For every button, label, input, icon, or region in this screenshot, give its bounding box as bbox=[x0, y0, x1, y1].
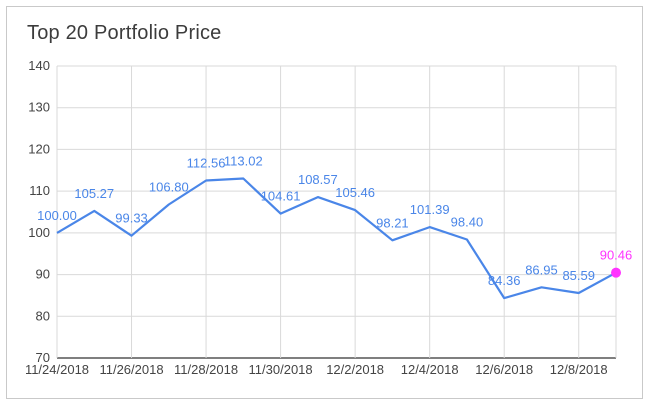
data-label: 105.46 bbox=[335, 185, 375, 200]
x-tick-label: 11/28/2018 bbox=[174, 362, 238, 377]
y-tick-label: 90 bbox=[36, 267, 50, 282]
data-label: 113.02 bbox=[224, 154, 263, 169]
data-label: 112.56 bbox=[187, 155, 226, 170]
data-label: 84.36 bbox=[488, 273, 521, 288]
x-tick-label: 12/2/2018 bbox=[326, 362, 384, 377]
data-label: 108.57 bbox=[298, 172, 338, 187]
x-tick-label: 12/8/2018 bbox=[550, 362, 608, 377]
x-tick-label: 11/24/2018 bbox=[25, 362, 89, 377]
y-tick-label: 120 bbox=[28, 141, 50, 156]
chart-card bbox=[6, 6, 643, 399]
x-tick-label: 11/26/2018 bbox=[99, 362, 163, 377]
y-tick-label: 100 bbox=[28, 225, 50, 240]
y-tick-label: 130 bbox=[28, 100, 50, 115]
data-point-highlight bbox=[611, 267, 621, 278]
x-tick-label: 12/4/2018 bbox=[401, 362, 459, 377]
data-label: 105.27 bbox=[74, 186, 114, 201]
series-line bbox=[56, 177, 621, 300]
data-label: 86.95 bbox=[525, 262, 558, 277]
data-label: 100.00 bbox=[37, 208, 77, 223]
y-tick-label: 140 bbox=[28, 58, 50, 73]
chart-title: Top 20 Portfolio Price bbox=[27, 22, 222, 44]
y-axis: 70 80 90 100 110 120 130 140 bbox=[28, 58, 50, 365]
data-label: 106.80 bbox=[149, 179, 189, 194]
data-label: 99.33 bbox=[115, 211, 148, 226]
data-label: 101.39 bbox=[410, 202, 450, 217]
y-tick-label: 70 bbox=[36, 350, 50, 365]
series-polyline bbox=[56, 177, 617, 300]
y-tick-label: 80 bbox=[36, 308, 50, 323]
data-label: 98.40 bbox=[451, 215, 484, 230]
data-label: 104.61 bbox=[261, 189, 301, 204]
x-tick-label: 11/30/2018 bbox=[249, 362, 313, 377]
x-axis: 11/24/2018 11/26/2018 11/28/2018 11/30/2018… bbox=[25, 362, 608, 377]
data-label: 90.46 bbox=[600, 248, 633, 263]
grid-lines bbox=[56, 65, 617, 359]
y-tick-label: 110 bbox=[29, 183, 50, 198]
data-label: 98.21 bbox=[376, 215, 409, 230]
data-label: 85.59 bbox=[562, 268, 595, 283]
x-tick-label: 12/6/2018 bbox=[475, 362, 533, 377]
